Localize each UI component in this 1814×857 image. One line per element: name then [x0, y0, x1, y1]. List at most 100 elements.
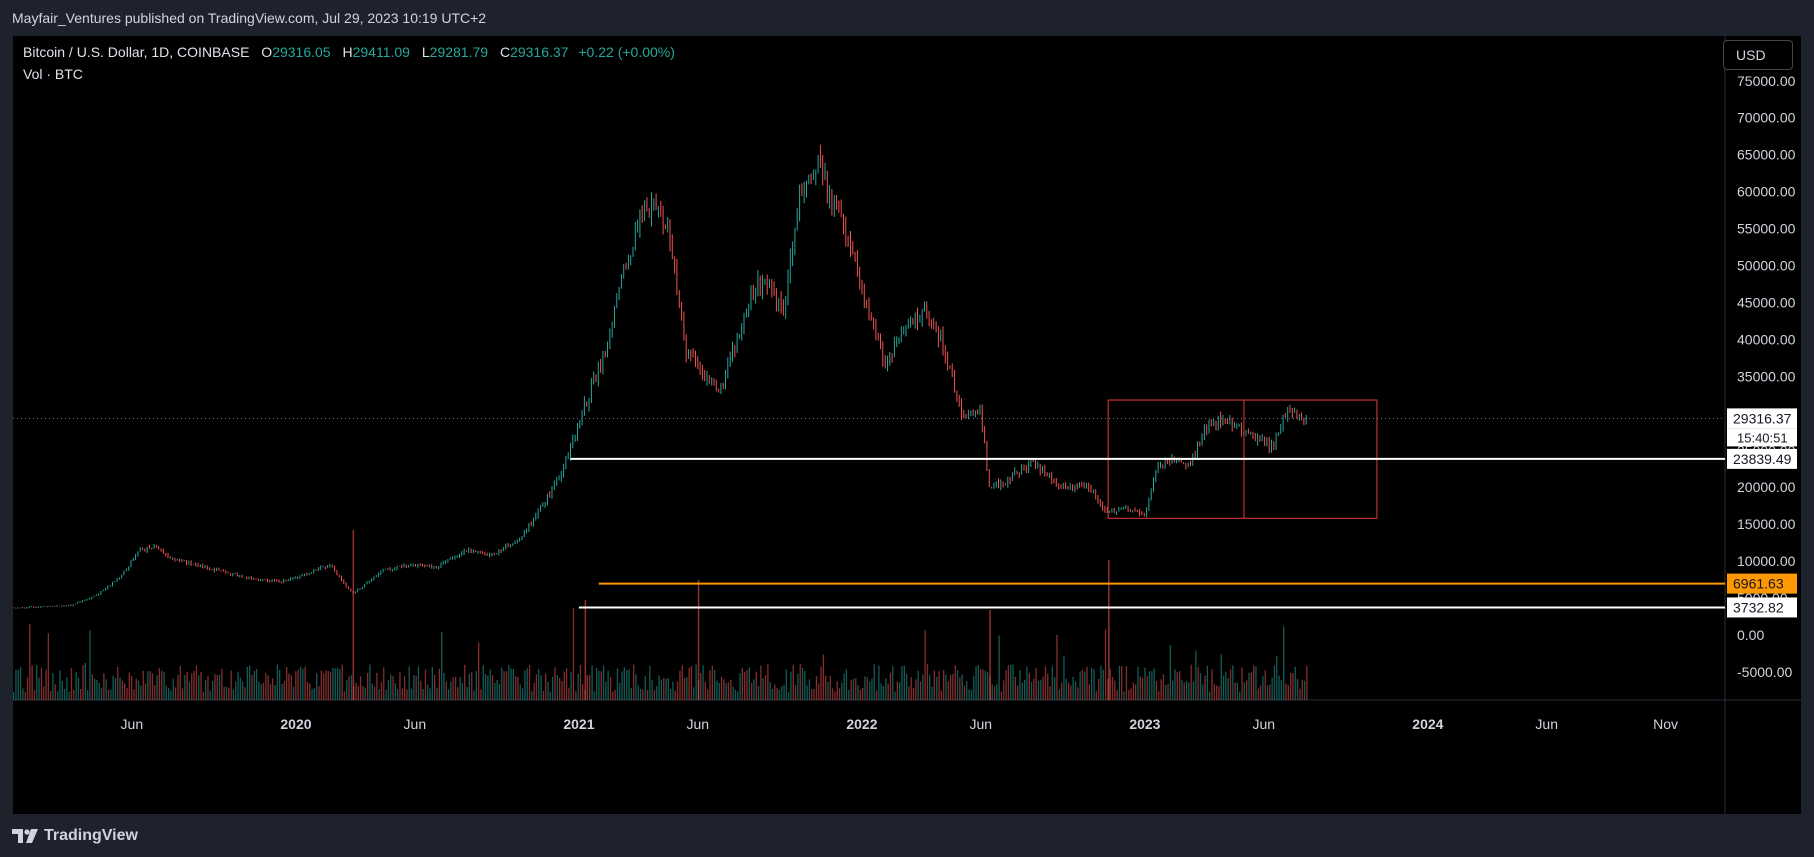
- volume-bar: [695, 664, 697, 700]
- volume-bar: [774, 684, 776, 700]
- volume-bar: [66, 677, 68, 700]
- price-label-box: [1727, 448, 1797, 469]
- volume-bar: [609, 677, 612, 700]
- volume-bar: [882, 686, 885, 700]
- volume-bar: [919, 681, 922, 700]
- symbol-title: Bitcoin / U.S. Dollar, 1D, COINBASE: [23, 44, 250, 60]
- volume-bar: [371, 683, 373, 700]
- volume-bar: [269, 684, 272, 700]
- y-tick-label: 20000.00: [1737, 479, 1796, 495]
- volume-bar: [1144, 667, 1146, 700]
- volume-bar: [91, 674, 93, 700]
- volume-bar: [350, 675, 353, 700]
- volume-spike: [989, 610, 991, 700]
- y-tick-label: 45000.00: [1737, 294, 1796, 310]
- volume-bar: [1239, 691, 1241, 700]
- volume-bar: [704, 682, 706, 700]
- volume-bar: [667, 678, 669, 700]
- volume-bar: [1222, 675, 1225, 700]
- volume-bar: [912, 688, 915, 700]
- volume-bar: [343, 691, 346, 700]
- volume-bar: [98, 683, 100, 700]
- volume-bar: [1294, 666, 1296, 700]
- volume-bar: [246, 666, 248, 700]
- volume-bar: [1072, 676, 1074, 700]
- volume-bar: [33, 690, 36, 700]
- volume-bar: [149, 670, 151, 700]
- volume-bar: [1040, 679, 1042, 700]
- volume-bar: [804, 671, 806, 700]
- volume-bar: [755, 671, 757, 700]
- volume-bar: [140, 685, 142, 700]
- volume-bar: [908, 686, 910, 700]
- volume-bar: [124, 683, 126, 700]
- volume-bar: [679, 670, 681, 700]
- volume-bar: [693, 687, 695, 700]
- volume-bar: [38, 677, 40, 700]
- volume-bar: [1141, 678, 1144, 700]
- volume-bar: [993, 686, 996, 700]
- volume-bar: [834, 691, 836, 700]
- volume-bar: [251, 675, 253, 700]
- volume-bar: [616, 668, 619, 700]
- volume-bar: [1169, 644, 1171, 700]
- low-value: 29281.79: [429, 44, 489, 60]
- volume-bar: [117, 667, 119, 700]
- volume-bar: [670, 689, 672, 700]
- volume-bar: [1181, 679, 1183, 700]
- volume-bar: [1292, 673, 1294, 700]
- volume-bar: [737, 691, 739, 700]
- y-tick-label: 75000.00: [1737, 73, 1796, 89]
- volume-bar: [975, 666, 977, 700]
- volume-bar: [466, 686, 468, 700]
- tradingview-brand[interactable]: TradingView: [0, 827, 138, 845]
- volume-bar: [626, 670, 628, 700]
- volume-bar: [903, 665, 905, 700]
- volume-bar: [336, 667, 339, 700]
- volume-bar: [279, 669, 281, 700]
- volume-bar: [40, 667, 43, 700]
- volume-bar: [1241, 667, 1243, 700]
- volume-bar: [392, 676, 394, 700]
- volume-bar: [443, 673, 445, 700]
- volume-bar: [181, 688, 184, 700]
- volume-bar: [785, 669, 787, 700]
- volume-bar: [577, 674, 579, 700]
- volume-spike: [352, 530, 355, 700]
- price-chart[interactable]: 75000.00 70000.00 65000.00 60000.00 55000.00…: [13, 36, 1801, 814]
- volume-bar: [489, 669, 491, 700]
- volume-bar: [498, 683, 501, 700]
- y-tick-label: 35000.00: [1737, 368, 1796, 384]
- volume-bar: [1269, 684, 1271, 700]
- volume-bar: [538, 668, 540, 700]
- volume-bar: [1121, 666, 1123, 700]
- volume-bar: [357, 685, 359, 700]
- volume-bar: [711, 665, 713, 700]
- volume-bar: [447, 689, 450, 700]
- chart-area[interactable]: 75000.00 70000.00 65000.00 60000.00 55000.00…: [13, 36, 1801, 814]
- volume-bar: [133, 689, 135, 700]
- volume-bar: [943, 670, 945, 700]
- volume-bar: [1153, 668, 1155, 700]
- volume-bar: [378, 689, 380, 700]
- x-tick-label: Jun: [404, 716, 427, 732]
- volume-bar: [367, 672, 369, 700]
- volume-bar: [491, 675, 494, 700]
- volume-bar: [68, 691, 70, 700]
- volume-bar: [829, 675, 831, 700]
- high-value: 29411.09: [352, 44, 410, 60]
- volume-bar: [107, 689, 110, 700]
- volume-bar: [445, 681, 447, 700]
- volume-bar: [318, 686, 320, 700]
- volume-bar: [961, 674, 963, 700]
- currency-button[interactable]: USD: [1723, 40, 1793, 70]
- volume-bar: [438, 668, 440, 700]
- volume-bar: [450, 681, 452, 700]
- volume-bar: [1202, 684, 1204, 700]
- volume-bar: [744, 671, 746, 700]
- volume-bar: [309, 683, 311, 700]
- volume-bar: [862, 688, 864, 700]
- volume-bar: [681, 665, 683, 700]
- volume-legend[interactable]: Vol · BTC: [23, 66, 83, 82]
- volume-bar: [933, 670, 935, 700]
